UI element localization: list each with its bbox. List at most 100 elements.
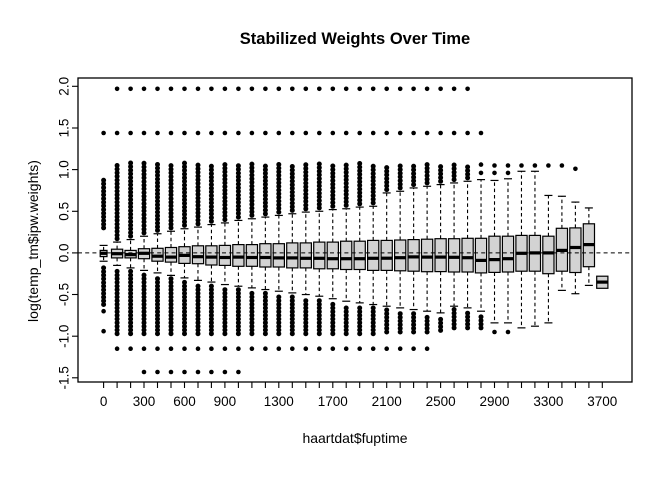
outlier-strip-below [316, 331, 322, 337]
outlier-point [263, 86, 268, 92]
outlier-point [195, 369, 201, 375]
outlier-strip-above [357, 190, 363, 196]
outlier-strip-below [289, 305, 295, 311]
iqr-box [218, 244, 232, 266]
outlier-strip-above [208, 171, 214, 177]
x-axis-ticks [103, 382, 603, 388]
outlier-strip-above [235, 210, 241, 216]
outlier-strip-above [195, 191, 201, 197]
outlier-point [492, 163, 497, 168]
boxplot-box [245, 86, 259, 352]
outlier-strip-below [276, 323, 282, 329]
outlier-strip-above [276, 191, 282, 197]
outlier-strip-below [357, 316, 363, 322]
outlier-strip-above [424, 162, 430, 168]
boxplot-box [340, 86, 353, 352]
outlier-strip-above [114, 199, 120, 205]
outlier-strip-above [141, 223, 147, 229]
outlier-strip-below [128, 331, 134, 337]
outlier-strip-below [208, 287, 214, 293]
outlier-strip-above [222, 217, 228, 223]
outlier-strip-above [235, 166, 241, 172]
boxplot-box [394, 86, 407, 352]
outlier-strip-below [289, 316, 295, 322]
outlier-strip-below [195, 298, 201, 304]
outlier-point [209, 130, 214, 136]
outlier-point [155, 86, 160, 92]
outlier-strip-below [168, 294, 174, 300]
outlier-strip-above [222, 213, 228, 219]
outlier-strip-below [249, 331, 255, 337]
outlier-strip-above [141, 179, 147, 185]
outlier-strip-above [303, 195, 309, 201]
outlier-point [249, 130, 255, 136]
boxplot-box [596, 275, 609, 289]
outlier-strip-below [168, 323, 174, 329]
outlier-strip-above [141, 230, 147, 236]
outlier-strip-above [303, 166, 309, 171]
outlier-strip-above [397, 167, 403, 173]
outlier-strip-above [370, 189, 376, 195]
boxplot-box [420, 86, 434, 352]
outlier-strip-above [101, 214, 107, 220]
outlier-strip-above [289, 193, 295, 199]
outlier-point [276, 130, 282, 136]
outlier-strip-above [303, 176, 309, 182]
outlier-strip-above [330, 181, 336, 187]
outlier-strip-above [384, 168, 390, 174]
outlier-strip-below [208, 331, 214, 337]
outlier-strip-below [465, 325, 471, 331]
outlier-strip-above [262, 196, 268, 202]
iqr-box [569, 227, 582, 274]
boxplot-box [380, 86, 393, 352]
outlier-strip-above [155, 172, 160, 178]
outlier-strip-below [289, 320, 295, 326]
outlier-strip-above [114, 163, 120, 168]
outlier-strip-above [182, 197, 187, 203]
outlier-strip-above [101, 188, 107, 194]
outlier-point [492, 170, 497, 176]
boxplot-box [434, 86, 447, 333]
outlier-strip-below [114, 312, 120, 318]
outlier-strip-below [141, 305, 147, 311]
outlier-strip-above [235, 203, 241, 209]
outlier-strip-below [262, 309, 268, 315]
boxplot-box [124, 86, 137, 352]
outlier-strip-below [222, 294, 228, 300]
outlier-strip-below [114, 279, 120, 285]
boxplot-box [99, 130, 108, 334]
outlier-strip-below [182, 320, 187, 326]
outlier-strip-below [155, 279, 160, 285]
outlier-strip-above [249, 176, 255, 182]
outlier-strip-above [168, 203, 174, 209]
outlier-strip-below [141, 320, 147, 326]
outlier-strip-below [195, 294, 201, 300]
outlier-strip-below [101, 283, 107, 289]
outlier-strip-below [155, 327, 160, 333]
outlier-strip-above [384, 172, 390, 178]
outlier-point [222, 369, 228, 375]
outlier-strip-above [155, 213, 160, 219]
outlier-strip-above [424, 173, 430, 179]
outlier-strip-below [101, 280, 107, 286]
outlier-strip-below [195, 290, 201, 296]
outlier-point [317, 130, 322, 136]
outlier-strip-below [141, 287, 147, 293]
outlier-strip-above [182, 219, 187, 225]
outlier-strip-above [195, 166, 201, 172]
outlier-strip-above [128, 233, 134, 239]
outlier-point [276, 346, 282, 352]
outlier-strip-above [343, 202, 349, 208]
outlier-point [330, 346, 336, 352]
outlier-strip-below [262, 312, 268, 318]
outlier-strip-above [438, 164, 444, 170]
outlier-strip-above [195, 217, 201, 223]
iqr-box [394, 239, 407, 272]
outlier-strip-below [114, 323, 120, 329]
outlier-point [438, 86, 443, 92]
outlier-strip-below [370, 316, 376, 322]
outlier-strip-above [141, 212, 147, 218]
iqr-box [205, 245, 218, 266]
outlier-strip-above [195, 213, 201, 219]
outlier-point [330, 86, 336, 92]
